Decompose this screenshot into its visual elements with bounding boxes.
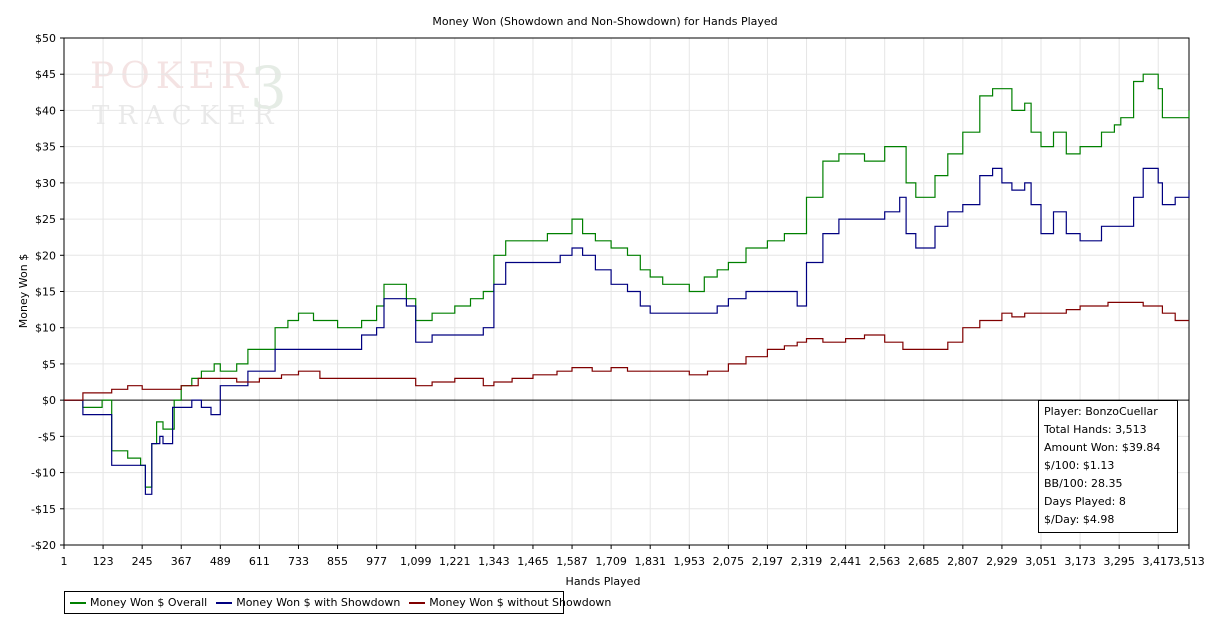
x-axis-label: Hands Played <box>566 575 641 588</box>
y-tick-label: $45 <box>35 68 56 81</box>
series-line-2 <box>64 301 1189 401</box>
series-line-0 <box>64 73 1190 488</box>
stats-total-hands: Total Hands: 3,513 <box>1044 423 1147 436</box>
stats-box: Player: BonzoCuellar Total Hands: 3,513 … <box>1038 400 1178 533</box>
stats-player: Player: BonzoCuellar <box>1044 405 1158 418</box>
series-lines <box>64 73 1190 495</box>
series-line-1 <box>64 167 1190 495</box>
x-tick-label: 1,465 <box>517 555 549 568</box>
x-tick-label: 1,221 <box>439 555 471 568</box>
x-tick-label: 977 <box>366 555 387 568</box>
legend-swatch-non-showdown <box>409 601 426 604</box>
x-tick-label: 3,173 <box>1064 555 1096 568</box>
legend-label-showdown: Money Won $ with Showdown <box>236 596 401 609</box>
y-tick-label: -$20 <box>31 539 56 552</box>
y-tick-label: $30 <box>35 177 56 190</box>
legend-label-overall: Money Won $ Overall <box>90 596 208 609</box>
y-tick-label: -$15 <box>31 503 56 516</box>
x-tick-label: 3,417 <box>1142 555 1174 568</box>
legend-swatch-overall <box>70 601 86 604</box>
legend-item-showdown: Money Won $ with Showdown <box>216 596 400 609</box>
legend-item-overall: Money Won $ Overall <box>70 596 207 609</box>
x-tick-label: 367 <box>171 555 192 568</box>
stats-bb-per-100: BB/100: 28.35 <box>1044 477 1123 490</box>
svg-text:3: 3 <box>250 54 287 122</box>
x-tick-label: 1,343 <box>478 555 510 568</box>
x-tick-label: 1,099 <box>400 555 432 568</box>
y-tick-label: $5 <box>42 358 56 371</box>
x-tick-label: 855 <box>327 555 348 568</box>
stats-per-day: $/Day: $4.98 <box>1044 513 1115 526</box>
x-tick-label: 1,953 <box>674 555 706 568</box>
y-axis-label: Money Won $ <box>17 254 30 328</box>
stats-amount-won: Amount Won: $39.84 <box>1044 441 1161 454</box>
x-tick-label: 1,587 <box>556 555 588 568</box>
x-tick-label: 123 <box>93 555 114 568</box>
x-tick-label: 733 <box>288 555 309 568</box>
y-tick-label: $40 <box>35 104 56 117</box>
legend-item-non-showdown: Money Won $ without Showdown <box>409 596 611 609</box>
x-tick-label: 1,831 <box>634 555 666 568</box>
stats-days-played: Days Played: 8 <box>1044 495 1126 508</box>
chart-title: Money Won (Showdown and Non-Showdown) fo… <box>432 15 777 28</box>
x-tick-label: 611 <box>249 555 270 568</box>
legend-swatch-showdown <box>216 601 233 604</box>
x-tick-label: 2,197 <box>752 555 784 568</box>
x-tick-label: 3,051 <box>1025 555 1057 568</box>
y-tick-label: $20 <box>35 249 56 262</box>
x-tick-label: 2,807 <box>947 555 979 568</box>
svg-text:TRACKER: TRACKER <box>92 101 282 131</box>
y-tick-label: $10 <box>35 322 56 335</box>
svg-text:POKER: POKER <box>90 56 254 97</box>
x-tick-label: 2,685 <box>908 555 940 568</box>
y-tick-label: $35 <box>35 141 56 154</box>
x-tick-label: 1 <box>61 555 68 568</box>
y-tick-label: $25 <box>35 213 56 226</box>
watermark: POKER TRACKER 3 <box>90 54 287 131</box>
x-tick-label: 2,441 <box>830 555 862 568</box>
x-tick-label: 1,709 <box>595 555 627 568</box>
y-tick-label: $0 <box>42 394 56 407</box>
x-tick-label: 2,075 <box>713 555 745 568</box>
x-tick-label: 2,563 <box>869 555 901 568</box>
y-tick-label: $50 <box>35 32 56 45</box>
y-tick-label: -$10 <box>31 467 56 480</box>
x-tick-label: 3,513 <box>1173 555 1205 568</box>
x-tick-label: 3,295 <box>1103 555 1135 568</box>
legend: Money Won $ Overall Money Won $ with Sho… <box>64 591 611 614</box>
axes: 1 123 245 367 489 611 733 855 977 1,099 1,221 1,343… <box>31 32 1205 568</box>
x-tick-label: 2,929 <box>986 555 1018 568</box>
y-tick-label: $15 <box>35 286 56 299</box>
legend-label-non-showdown: Money Won $ without Showdown <box>429 596 612 609</box>
x-tick-label: 489 <box>210 555 231 568</box>
y-tick-label: -$5 <box>38 430 56 443</box>
x-tick-label: 2,319 <box>791 555 823 568</box>
stats-per-100: $/100: $1.13 <box>1044 459 1115 472</box>
x-tick-label: 245 <box>132 555 153 568</box>
